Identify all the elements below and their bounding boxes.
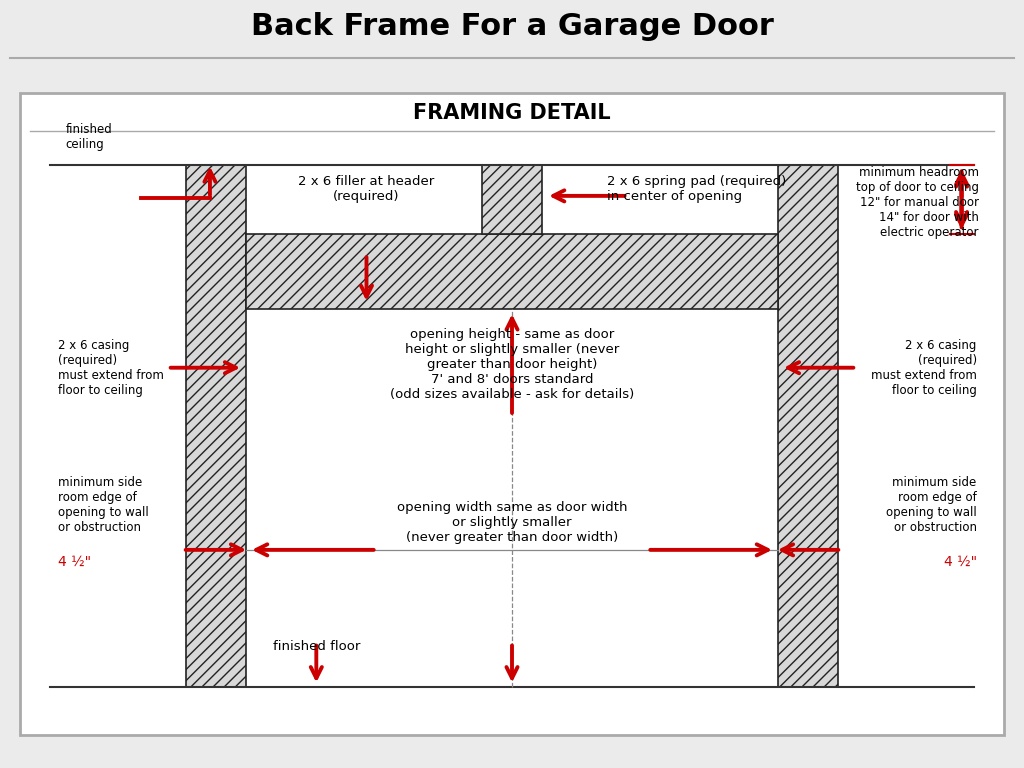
- Text: finished
ceiling: finished ceiling: [66, 124, 113, 151]
- Text: 4 ½": 4 ½": [943, 554, 977, 568]
- Text: 4 ½": 4 ½": [58, 554, 91, 568]
- Text: minimum side
room edge of
opening to wall
or obstruction: minimum side room edge of opening to wal…: [886, 476, 977, 535]
- Bar: [482, 165, 542, 233]
- Text: opening height - same as door
height or slightly smaller (never
greater than doo: opening height - same as door height or …: [390, 328, 634, 401]
- Text: Back Frame For a Garage Door: Back Frame For a Garage Door: [251, 12, 773, 41]
- Bar: [778, 165, 838, 687]
- Text: finished floor: finished floor: [272, 640, 360, 653]
- Text: 2 x 6 spring pad (required)
in center of opening: 2 x 6 spring pad (required) in center of…: [607, 175, 786, 203]
- Bar: [246, 233, 778, 310]
- Text: 2 x 6 casing
(required)
must extend from
floor to ceiling: 2 x 6 casing (required) must extend from…: [58, 339, 164, 397]
- Text: opening width same as door width
or slightly smaller
(never greater than door wi: opening width same as door width or slig…: [396, 501, 628, 544]
- Text: 2 x 6 casing
(required)
must extend from
floor to ceiling: 2 x 6 casing (required) must extend from…: [870, 339, 977, 397]
- Text: FRAMING DETAIL: FRAMING DETAIL: [414, 104, 610, 124]
- Text: minimum headroom
top of door to ceiling
12" for manual door
14" for door with
el: minimum headroom top of door to ceiling …: [856, 166, 979, 240]
- Text: 2 x 6 filler at header
(required): 2 x 6 filler at header (required): [298, 175, 434, 203]
- Text: minimum side
room edge of
opening to wall
or obstruction: minimum side room edge of opening to wal…: [58, 476, 150, 535]
- Bar: [186, 165, 246, 687]
